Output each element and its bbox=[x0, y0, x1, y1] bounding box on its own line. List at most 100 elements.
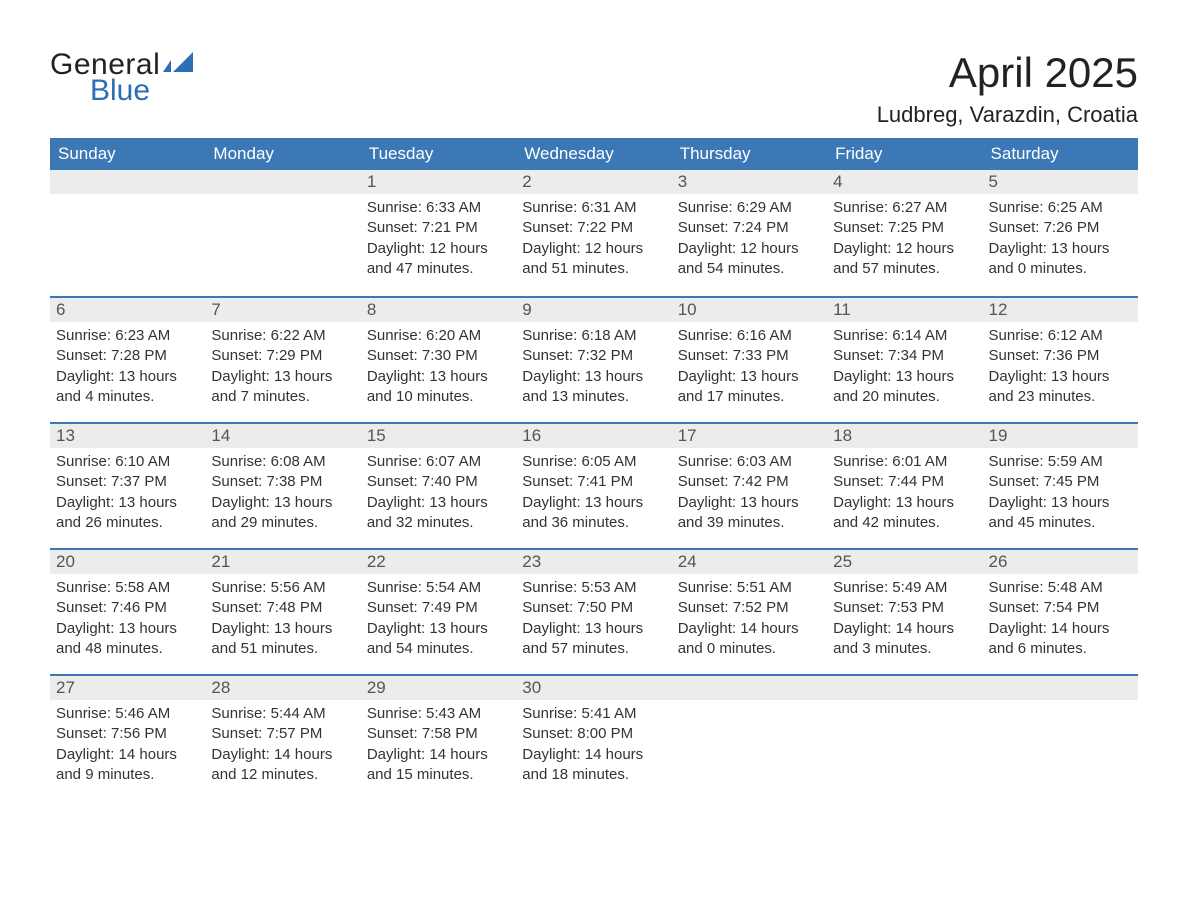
sunrise-line: Sunrise: 6:10 AM bbox=[56, 452, 199, 472]
sunrise-line: Sunrise: 6:23 AM bbox=[56, 326, 199, 346]
sunrise-line: Sunrise: 6:01 AM bbox=[833, 452, 976, 472]
day-cell: 22Sunrise: 5:54 AMSunset: 7:49 PMDayligh… bbox=[361, 550, 516, 674]
sunset-line: Sunset: 7:54 PM bbox=[989, 598, 1132, 618]
daylight-line: Daylight: 13 hours and 23 minutes. bbox=[989, 367, 1132, 408]
day-number: 16 bbox=[516, 424, 671, 448]
day-cell: 12Sunrise: 6:12 AMSunset: 7:36 PMDayligh… bbox=[983, 298, 1138, 422]
day-body: Sunrise: 6:08 AMSunset: 7:38 PMDaylight:… bbox=[205, 448, 360, 539]
sunset-line: Sunset: 7:22 PM bbox=[522, 218, 665, 238]
day-cell: 21Sunrise: 5:56 AMSunset: 7:48 PMDayligh… bbox=[205, 550, 360, 674]
day-body: Sunrise: 5:48 AMSunset: 7:54 PMDaylight:… bbox=[983, 574, 1138, 665]
daylight-line: Daylight: 12 hours and 47 minutes. bbox=[367, 239, 510, 280]
day-cell bbox=[205, 170, 360, 296]
day-number: 25 bbox=[827, 550, 982, 574]
week-row: 13Sunrise: 6:10 AMSunset: 7:37 PMDayligh… bbox=[50, 422, 1138, 548]
day-body: Sunrise: 6:10 AMSunset: 7:37 PMDaylight:… bbox=[50, 448, 205, 539]
sunset-line: Sunset: 7:40 PM bbox=[367, 472, 510, 492]
day-number: 24 bbox=[672, 550, 827, 574]
sunset-line: Sunset: 7:38 PM bbox=[211, 472, 354, 492]
daylight-line: Daylight: 13 hours and 29 minutes. bbox=[211, 493, 354, 534]
sunset-line: Sunset: 7:21 PM bbox=[367, 218, 510, 238]
daylight-line: Daylight: 13 hours and 45 minutes. bbox=[989, 493, 1132, 534]
sunset-line: Sunset: 7:33 PM bbox=[678, 346, 821, 366]
day-cell: 11Sunrise: 6:14 AMSunset: 7:34 PMDayligh… bbox=[827, 298, 982, 422]
month-title: April 2025 bbox=[877, 50, 1138, 96]
day-number bbox=[50, 170, 205, 194]
day-cell: 1Sunrise: 6:33 AMSunset: 7:21 PMDaylight… bbox=[361, 170, 516, 296]
daylight-line: Daylight: 13 hours and 51 minutes. bbox=[211, 619, 354, 660]
day-cell: 25Sunrise: 5:49 AMSunset: 7:53 PMDayligh… bbox=[827, 550, 982, 674]
weekday-header: Saturday bbox=[983, 138, 1138, 170]
day-body: Sunrise: 5:53 AMSunset: 7:50 PMDaylight:… bbox=[516, 574, 671, 665]
day-cell: 10Sunrise: 6:16 AMSunset: 7:33 PMDayligh… bbox=[672, 298, 827, 422]
day-cell: 29Sunrise: 5:43 AMSunset: 7:58 PMDayligh… bbox=[361, 676, 516, 800]
day-body: Sunrise: 5:44 AMSunset: 7:57 PMDaylight:… bbox=[205, 700, 360, 791]
sunrise-line: Sunrise: 5:46 AM bbox=[56, 704, 199, 724]
daylight-line: Daylight: 13 hours and 54 minutes. bbox=[367, 619, 510, 660]
sunset-line: Sunset: 7:41 PM bbox=[522, 472, 665, 492]
day-body: Sunrise: 6:01 AMSunset: 7:44 PMDaylight:… bbox=[827, 448, 982, 539]
sunset-line: Sunset: 7:36 PM bbox=[989, 346, 1132, 366]
calendar-page: General Blue April 2025 Ludbreg, Varazdi… bbox=[0, 0, 1188, 830]
day-body: Sunrise: 6:20 AMSunset: 7:30 PMDaylight:… bbox=[361, 322, 516, 413]
day-number bbox=[672, 676, 827, 700]
sunrise-line: Sunrise: 5:54 AM bbox=[367, 578, 510, 598]
day-cell: 30Sunrise: 5:41 AMSunset: 8:00 PMDayligh… bbox=[516, 676, 671, 800]
logo-text-blue: Blue bbox=[90, 76, 193, 106]
sunset-line: Sunset: 8:00 PM bbox=[522, 724, 665, 744]
logo: General Blue bbox=[50, 50, 193, 106]
day-body: Sunrise: 5:56 AMSunset: 7:48 PMDaylight:… bbox=[205, 574, 360, 665]
day-number: 10 bbox=[672, 298, 827, 322]
day-body: Sunrise: 5:51 AMSunset: 7:52 PMDaylight:… bbox=[672, 574, 827, 665]
sunrise-line: Sunrise: 6:07 AM bbox=[367, 452, 510, 472]
day-cell: 7Sunrise: 6:22 AMSunset: 7:29 PMDaylight… bbox=[205, 298, 360, 422]
sunset-line: Sunset: 7:28 PM bbox=[56, 346, 199, 366]
daylight-line: Daylight: 13 hours and 13 minutes. bbox=[522, 367, 665, 408]
week-row: 6Sunrise: 6:23 AMSunset: 7:28 PMDaylight… bbox=[50, 296, 1138, 422]
sunrise-line: Sunrise: 5:53 AM bbox=[522, 578, 665, 598]
sunset-line: Sunset: 7:29 PM bbox=[211, 346, 354, 366]
day-body: Sunrise: 5:49 AMSunset: 7:53 PMDaylight:… bbox=[827, 574, 982, 665]
sunrise-line: Sunrise: 6:05 AM bbox=[522, 452, 665, 472]
day-cell: 23Sunrise: 5:53 AMSunset: 7:50 PMDayligh… bbox=[516, 550, 671, 674]
daylight-line: Daylight: 13 hours and 32 minutes. bbox=[367, 493, 510, 534]
sunset-line: Sunset: 7:25 PM bbox=[833, 218, 976, 238]
daylight-line: Daylight: 13 hours and 48 minutes. bbox=[56, 619, 199, 660]
day-number: 6 bbox=[50, 298, 205, 322]
daylight-line: Daylight: 14 hours and 12 minutes. bbox=[211, 745, 354, 786]
day-number: 1 bbox=[361, 170, 516, 194]
sunrise-line: Sunrise: 6:18 AM bbox=[522, 326, 665, 346]
day-cell: 27Sunrise: 5:46 AMSunset: 7:56 PMDayligh… bbox=[50, 676, 205, 800]
sunset-line: Sunset: 7:34 PM bbox=[833, 346, 976, 366]
day-cell: 14Sunrise: 6:08 AMSunset: 7:38 PMDayligh… bbox=[205, 424, 360, 548]
daylight-line: Daylight: 14 hours and 0 minutes. bbox=[678, 619, 821, 660]
sunrise-line: Sunrise: 5:56 AM bbox=[211, 578, 354, 598]
sunset-line: Sunset: 7:52 PM bbox=[678, 598, 821, 618]
sunset-line: Sunset: 7:24 PM bbox=[678, 218, 821, 238]
weekday-header-row: SundayMondayTuesdayWednesdayThursdayFrid… bbox=[50, 138, 1138, 170]
sunrise-line: Sunrise: 6:20 AM bbox=[367, 326, 510, 346]
sunrise-line: Sunrise: 5:48 AM bbox=[989, 578, 1132, 598]
calendar-grid: SundayMondayTuesdayWednesdayThursdayFrid… bbox=[50, 138, 1138, 800]
sunset-line: Sunset: 7:53 PM bbox=[833, 598, 976, 618]
daylight-line: Daylight: 14 hours and 18 minutes. bbox=[522, 745, 665, 786]
day-cell: 17Sunrise: 6:03 AMSunset: 7:42 PMDayligh… bbox=[672, 424, 827, 548]
daylight-line: Daylight: 14 hours and 15 minutes. bbox=[367, 745, 510, 786]
day-number: 14 bbox=[205, 424, 360, 448]
day-body bbox=[50, 194, 205, 204]
day-number: 2 bbox=[516, 170, 671, 194]
sunrise-line: Sunrise: 6:27 AM bbox=[833, 198, 976, 218]
day-cell: 8Sunrise: 6:20 AMSunset: 7:30 PMDaylight… bbox=[361, 298, 516, 422]
sunset-line: Sunset: 7:58 PM bbox=[367, 724, 510, 744]
day-body: Sunrise: 6:23 AMSunset: 7:28 PMDaylight:… bbox=[50, 322, 205, 413]
day-body bbox=[672, 700, 827, 710]
day-body: Sunrise: 6:05 AMSunset: 7:41 PMDaylight:… bbox=[516, 448, 671, 539]
day-body: Sunrise: 5:58 AMSunset: 7:46 PMDaylight:… bbox=[50, 574, 205, 665]
daylight-line: Daylight: 13 hours and 26 minutes. bbox=[56, 493, 199, 534]
day-number: 13 bbox=[50, 424, 205, 448]
day-cell bbox=[50, 170, 205, 296]
sunrise-line: Sunrise: 6:08 AM bbox=[211, 452, 354, 472]
day-cell: 28Sunrise: 5:44 AMSunset: 7:57 PMDayligh… bbox=[205, 676, 360, 800]
sunset-line: Sunset: 7:32 PM bbox=[522, 346, 665, 366]
daylight-line: Daylight: 13 hours and 7 minutes. bbox=[211, 367, 354, 408]
